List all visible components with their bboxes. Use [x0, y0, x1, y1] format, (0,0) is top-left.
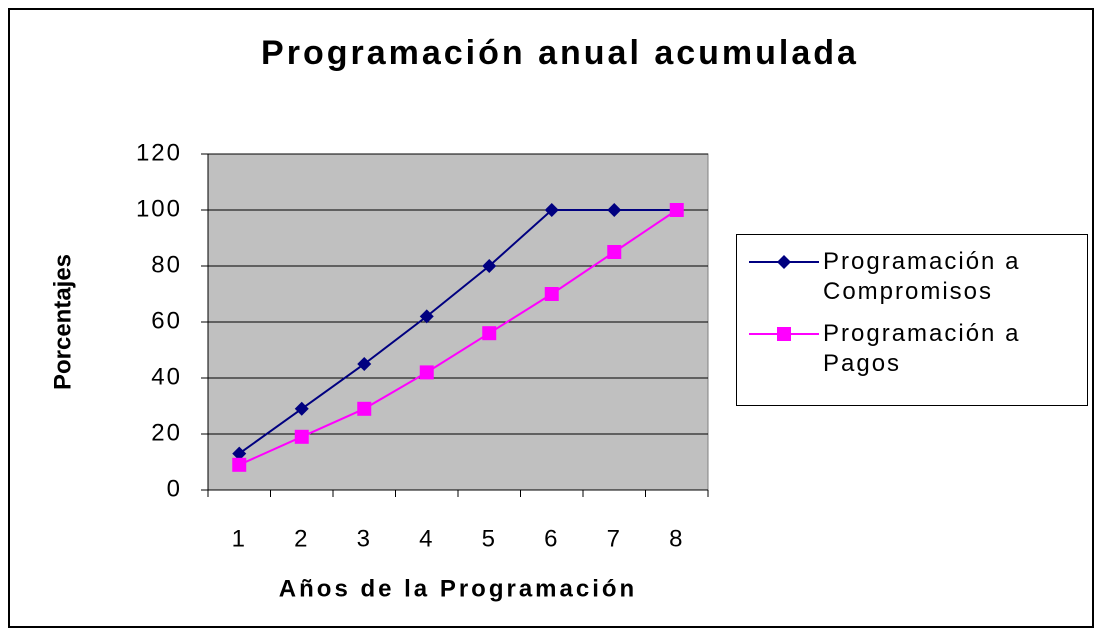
marker	[777, 327, 791, 341]
marker	[777, 255, 791, 269]
x-tick-label: 1	[232, 525, 247, 552]
legend-swatch	[749, 255, 819, 269]
y-tick-label: 120	[136, 139, 182, 166]
marker	[419, 309, 434, 324]
x-tick-label: 7	[607, 525, 622, 552]
marker	[669, 203, 684, 217]
marker	[482, 326, 497, 341]
marker	[482, 259, 497, 273]
marker	[607, 245, 622, 259]
y-tick-label: 100	[136, 195, 182, 222]
x-tick-label: 8	[669, 525, 684, 552]
y-axis-title: Porcentajes	[49, 254, 76, 390]
marker	[607, 203, 622, 217]
y-tick-label: 80	[151, 251, 182, 278]
y-tick-label: 20	[151, 419, 182, 446]
marker	[357, 401, 372, 416]
marker	[419, 365, 434, 380]
marker	[544, 287, 559, 301]
marker	[294, 429, 309, 444]
series-line	[238, 209, 677, 455]
marker	[544, 203, 559, 217]
marker	[232, 446, 247, 461]
x-tick-label: 3	[357, 525, 372, 552]
legend-item: Programación a Compromisos	[745, 247, 1087, 307]
legend: Programación a Compromisos Programación a…	[736, 234, 1088, 406]
x-tick-label: 5	[482, 525, 497, 552]
y-tick-label: 40	[151, 363, 182, 390]
legend-label: Programación a Pagos	[823, 320, 1021, 377]
marker	[357, 357, 372, 371]
x-axis-title: Años de la Programación	[279, 575, 637, 602]
legend-label: Programación a Compromisos	[823, 248, 1021, 305]
legend-swatch	[749, 327, 819, 341]
x-tick-label: 4	[419, 525, 434, 552]
chart-title: Programación anual acumulada	[261, 34, 859, 72]
marker	[294, 401, 309, 416]
legend-item: Programación a Pagos	[745, 319, 1087, 379]
x-tick-label: 2	[294, 525, 309, 552]
y-tick-label: 0	[167, 475, 182, 502]
y-tick-label: 60	[151, 307, 182, 334]
series-line	[238, 209, 678, 466]
marker	[232, 457, 247, 472]
x-tick-label: 6	[544, 525, 559, 552]
